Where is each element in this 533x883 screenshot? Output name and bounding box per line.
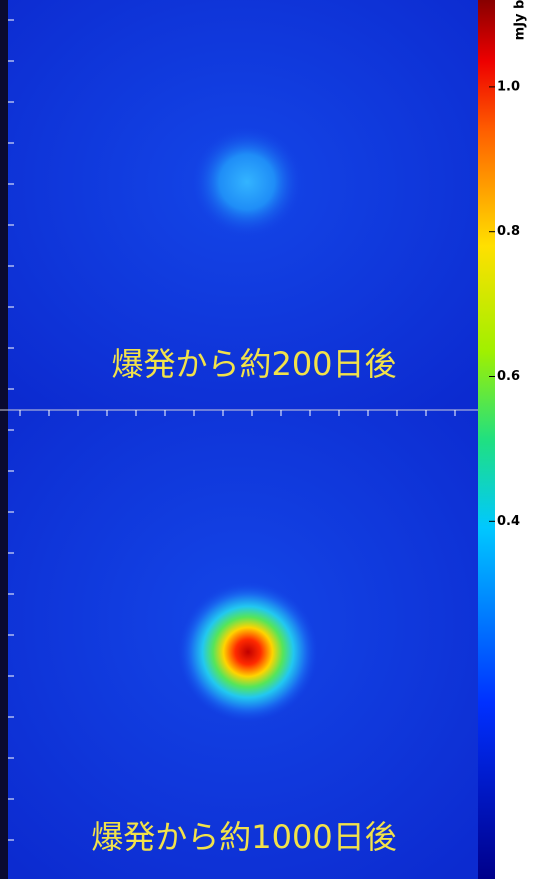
panel-label: 爆発から約200日後 xyxy=(111,345,396,383)
colorbar-tick-label: 0.8 xyxy=(497,224,520,239)
source-emission xyxy=(192,127,302,237)
page: 爆発から約200日後 爆発から約1000日後 mJy b 1.0 0.8 0.6 0.… xyxy=(0,0,533,879)
panel-label: 爆発から約1000日後 xyxy=(91,818,396,856)
left-edge xyxy=(0,0,8,879)
colorbar xyxy=(478,0,495,879)
colorbar-unit: mJy b xyxy=(513,0,528,40)
colorbar-tick-label: 0.4 xyxy=(497,514,520,529)
source-emission xyxy=(178,582,318,722)
colorbar-tick-label: 1.0 xyxy=(497,79,520,94)
radio-image-figure: 爆発から約200日後 爆発から約1000日後 mJy b 1.0 0.8 0.6 0.… xyxy=(0,0,533,879)
colorbar-tick-label: 0.6 xyxy=(497,369,520,384)
